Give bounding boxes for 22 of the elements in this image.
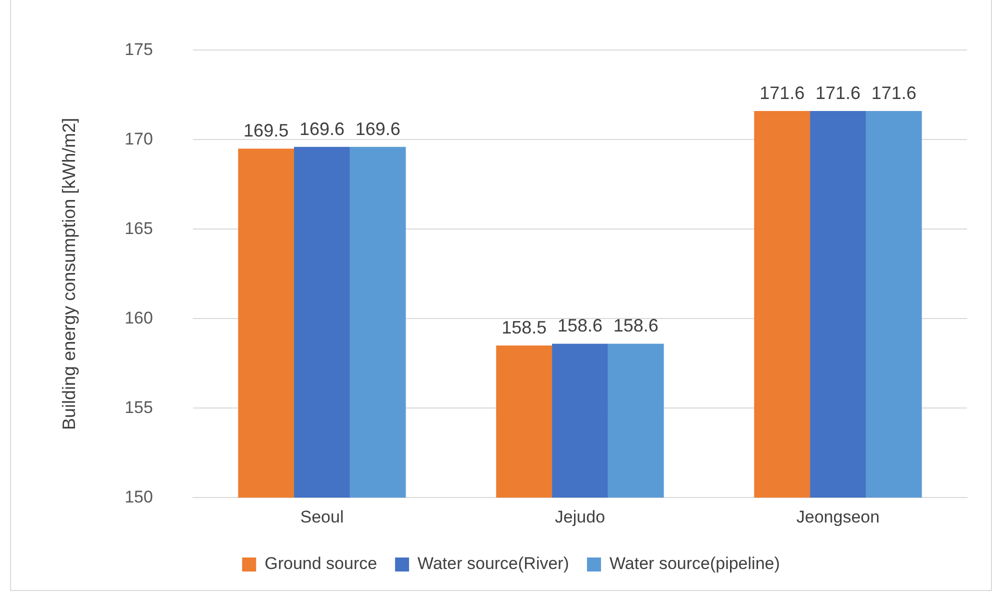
y-tick-label: 155 <box>124 398 153 417</box>
y-axis-title: Building energy consumption [kWh/m2] <box>58 118 79 430</box>
data-label: 158.6 <box>613 316 658 336</box>
y-tick-label: 175 <box>124 40 153 59</box>
x-tick-label: Jejudo <box>554 507 606 526</box>
data-label: 171.6 <box>871 83 916 104</box>
x-tick-label: Jeongseon <box>796 507 880 526</box>
x-tick-label: Seoul <box>300 507 344 526</box>
y-tick-label: 150 <box>124 487 153 506</box>
y-tick-label: 165 <box>124 218 153 238</box>
legend-label: Ground source <box>264 554 378 574</box>
data-label: 171.6 <box>815 83 861 104</box>
y-tick-label: 170 <box>124 129 153 148</box>
data-label: 158.5 <box>502 317 547 338</box>
data-label: 171.6 <box>760 83 805 104</box>
data-label: 169.6 <box>299 118 344 139</box>
legend-label: Water source(River) <box>418 554 570 574</box>
data-label: 169.6 <box>355 118 400 139</box>
data-label: 169.5 <box>244 120 289 141</box>
data-label: 158.6 <box>557 316 603 336</box>
legend-label: Water source(pipeline) <box>610 554 780 574</box>
y-tick-label: 160 <box>124 308 153 328</box>
